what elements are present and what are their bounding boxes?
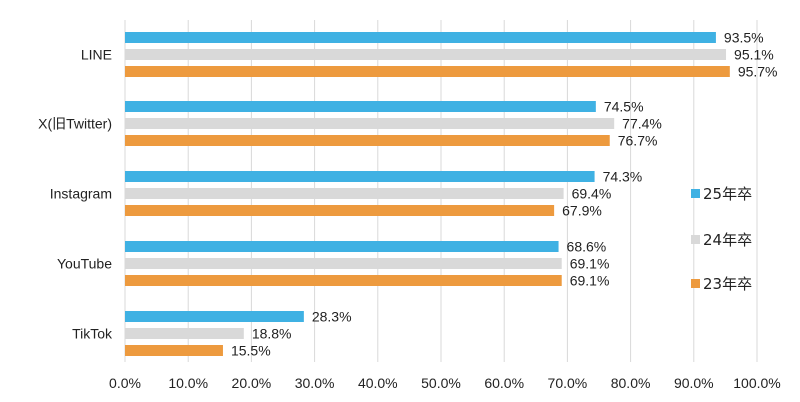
bars	[125, 32, 730, 356]
x-tick-label: 90.0%	[674, 375, 714, 391]
data-label: 69.4%	[572, 186, 612, 202]
bar	[125, 205, 555, 216]
data-label: 95.7%	[738, 64, 778, 80]
labels: 0.0% 10.0% 20.0% 30.0% 40.0% 50.0% 60.0% 70.0% 8…	[38, 30, 781, 392]
x-tick-label: 0.0%	[109, 375, 141, 391]
legend-swatch	[691, 279, 700, 288]
bar	[125, 118, 615, 129]
data-label: 93.5%	[724, 30, 764, 46]
bar	[125, 275, 562, 286]
data-label: 69.1%	[570, 256, 610, 272]
bar	[125, 66, 730, 77]
data-label: 76.7%	[618, 133, 658, 149]
x-tick-label: 10.0%	[168, 375, 208, 391]
bar	[125, 32, 716, 43]
bar	[125, 188, 564, 199]
legend-label: 25年卒	[703, 185, 752, 203]
bar	[125, 49, 727, 60]
x-tick-label: 100.0%	[733, 375, 780, 391]
data-label: 77.4%	[622, 116, 662, 132]
x-tick-label: 20.0%	[232, 375, 272, 391]
legend: 25年卒 24年卒 23年卒	[691, 185, 752, 293]
x-tick-label: 80.0%	[611, 375, 651, 391]
data-label: 18.8%	[252, 326, 292, 342]
category-label: LINE	[81, 47, 112, 63]
data-label: 69.1%	[570, 273, 610, 289]
category-label: TikTok	[72, 326, 113, 342]
bar	[125, 171, 595, 182]
bar	[125, 101, 596, 112]
bar	[125, 135, 610, 146]
data-label: 67.9%	[562, 203, 602, 219]
data-label: 74.5%	[604, 99, 644, 115]
category-label: YouTube	[57, 256, 112, 272]
legend-swatch	[691, 189, 700, 198]
data-label: 95.1%	[734, 47, 774, 63]
legend-swatch	[691, 235, 700, 244]
bar	[125, 258, 562, 269]
data-label: 68.6%	[567, 239, 607, 255]
bar	[125, 311, 304, 322]
bar	[125, 241, 559, 252]
legend-label: 23年卒	[703, 275, 752, 293]
data-label: 28.3%	[312, 309, 352, 325]
x-tick-label: 40.0%	[358, 375, 398, 391]
legend-label: 24年卒	[703, 231, 752, 249]
x-tick-label: 50.0%	[421, 375, 461, 391]
category-label: X(旧Twitter)	[38, 116, 112, 132]
category-label: Instagram	[50, 186, 112, 202]
bar	[125, 328, 244, 339]
data-label: 15.5%	[231, 343, 271, 359]
x-tick-label: 30.0%	[295, 375, 335, 391]
x-tick-label: 70.0%	[548, 375, 588, 391]
x-tick-label: 60.0%	[484, 375, 524, 391]
bar	[125, 345, 223, 356]
data-label: 74.3%	[603, 169, 643, 185]
